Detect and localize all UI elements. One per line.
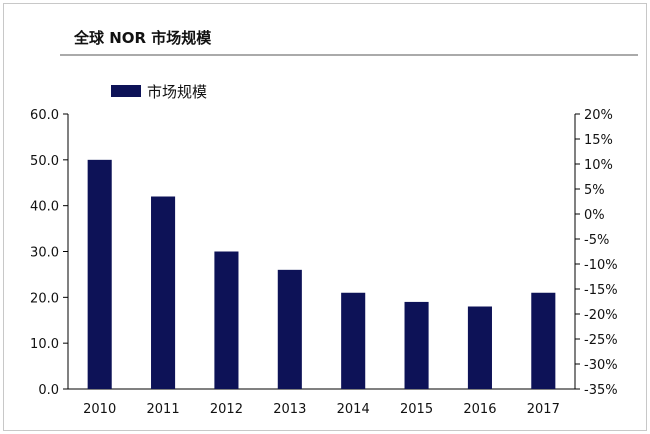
legend: 市场规模 [111,83,207,101]
x-tick-label: 2016 [463,402,496,417]
y-tick-label: 10.0 [30,337,59,352]
x-tick-label: 2012 [210,402,243,417]
x-tick-label: 2014 [337,402,370,417]
x-tick-label: 2017 [527,402,560,417]
bar [87,159,112,389]
bar [277,269,302,389]
y2-tick-label: 5% [584,183,605,198]
y-ticks-left: 0.0 10.0 20.0 30.0 40.0 50.0 60.0 [30,108,68,398]
x-ticks: 2010 2011 2012 2013 2014 2015 2016 2017 [83,402,560,417]
y-tick-label: 50.0 [30,154,59,169]
y2-tick-label: 15% [584,133,613,148]
y2-tick-label: -25% [584,333,618,348]
y-tick-label: 30.0 [30,246,59,261]
bar-series [87,159,556,389]
bar [151,196,176,389]
x-tick-label: 2011 [147,402,180,417]
legend-swatch [111,85,141,97]
x-tick-label: 2010 [83,402,116,417]
y2-tick-label: -30% [584,358,618,373]
y2-tick-label: -15% [584,283,618,298]
x-tick-label: 2013 [273,402,306,417]
legend-label: 市场规模 [147,83,207,101]
y2-tick-label: 20% [584,108,613,123]
bar [531,292,556,389]
chart-title: 全球 NOR 市场规模 [73,29,212,47]
bar [467,306,492,389]
y-tick-label: 20.0 [30,291,59,306]
bar [214,251,239,389]
y2-tick-label: -35% [584,383,618,398]
y2-tick-label: -20% [584,308,618,323]
y2-tick-label: -10% [584,258,618,273]
y2-tick-label: -5% [584,233,609,248]
y2-tick-label: 0% [584,208,605,223]
y-tick-label: 60.0 [30,108,59,123]
y-ticks-right: -35% -30% -25% -20% -15% -10% -5% 0% 5% 10% 15% 20% [575,108,618,398]
y-tick-label: 0.0 [38,383,59,398]
y2-tick-label: 10% [584,158,613,173]
bar [341,292,366,389]
y-tick-label: 40.0 [30,200,59,215]
bar [404,301,429,389]
x-tick-label: 2015 [400,402,433,417]
